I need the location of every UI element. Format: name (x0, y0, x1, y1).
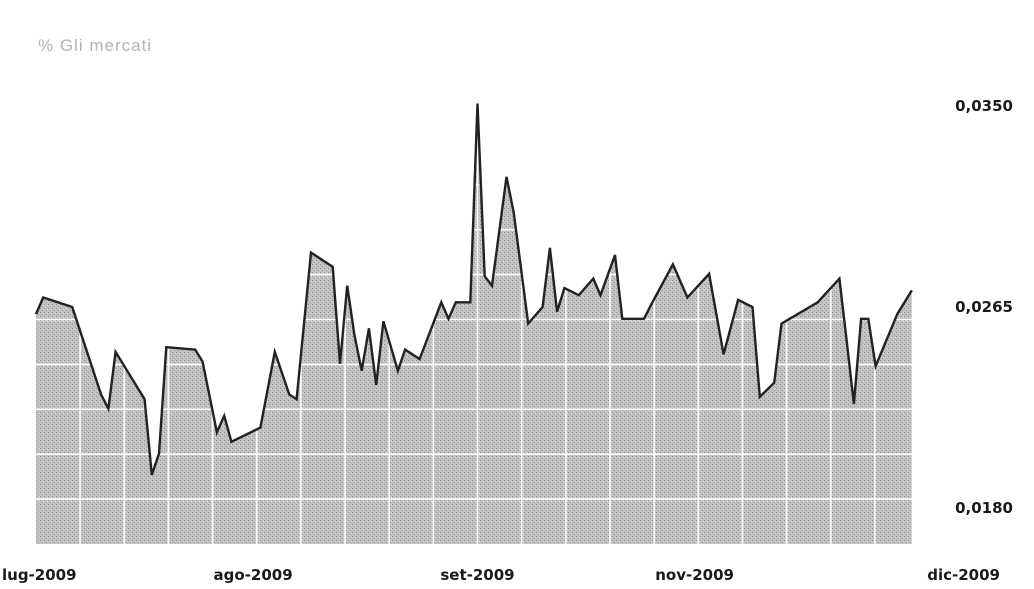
chart-header-label: % Gli mercati (38, 36, 152, 56)
y-tick-label: 0,0350 (955, 97, 1013, 115)
x-tick-label: ago-2009 (214, 566, 293, 584)
y-tick-label: 0,0180 (955, 499, 1013, 517)
x-tick-label: set-2009 (440, 566, 514, 584)
x-tick-label: dic-2009 (927, 566, 1000, 584)
x-tick-label: lug-2009 (2, 566, 77, 584)
x-tick-label: nov-2009 (655, 566, 734, 584)
y-tick-label: 0,0265 (955, 298, 1013, 316)
